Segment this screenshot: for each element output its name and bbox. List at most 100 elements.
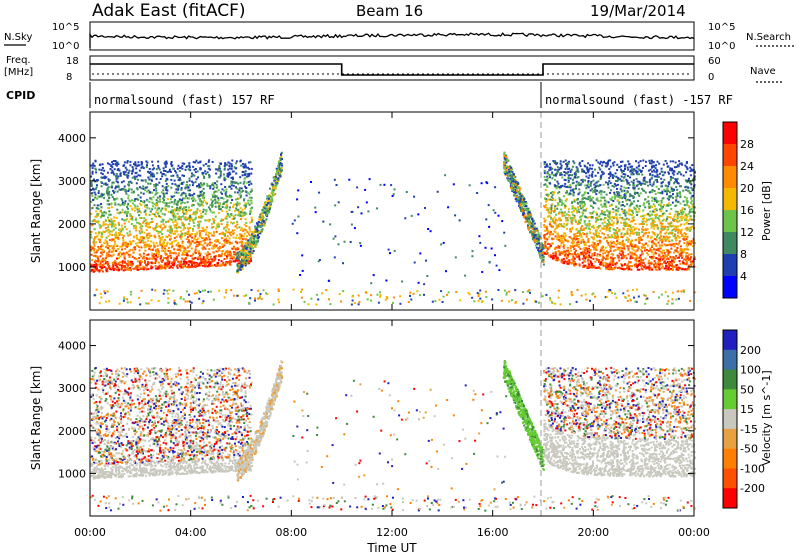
- echo-cell: [597, 235, 600, 237]
- echo-cell: [690, 218, 693, 221]
- echo-cell: [226, 223, 229, 226]
- echo-cell: [117, 181, 119, 184]
- echo-cell: [176, 204, 179, 206]
- echo-cell: [107, 262, 110, 265]
- echo-cell: [176, 206, 178, 209]
- echo-cell: [111, 196, 114, 199]
- echo-cell: [209, 241, 212, 244]
- echo-cell: [162, 220, 165, 223]
- echo-cell: [676, 256, 679, 259]
- echo-cell: [651, 213, 653, 216]
- echo-cell: [612, 249, 615, 252]
- echo-cell: [182, 209, 185, 212]
- echo-cell: [141, 225, 144, 228]
- echo-cell: [221, 192, 223, 195]
- echo-cell: [633, 200, 636, 203]
- echo-cell: [655, 268, 658, 271]
- echo-cell: [117, 203, 120, 206]
- echo-cell: [228, 167, 231, 170]
- echo-cell: [228, 261, 231, 264]
- echo-cell: [523, 202, 526, 205]
- echo-cell: [503, 162, 506, 165]
- echo-cell: [249, 239, 252, 242]
- echo-cell: [193, 261, 196, 264]
- echo-cell: [90, 181, 93, 184]
- echo-cell: [98, 269, 101, 272]
- echo-cell: [652, 197, 655, 200]
- echo-cell: [236, 242, 239, 245]
- echo-cell: [232, 247, 235, 250]
- echo-cell: [246, 261, 249, 264]
- echo-cell: [244, 264, 247, 267]
- echo-cell: [150, 221, 153, 224]
- echo-cell: [92, 241, 95, 244]
- echo-cell: [156, 200, 159, 203]
- echo-cell: [184, 248, 187, 251]
- echo-cell: [166, 243, 169, 246]
- echo-cell: [167, 185, 170, 188]
- echo-cell: [226, 203, 229, 206]
- echo-cell: [248, 234, 251, 237]
- echo-cell: [637, 168, 640, 171]
- echo-cell: [629, 213, 632, 216]
- echo-cell: [139, 211, 142, 214]
- echo-cell: [609, 205, 611, 207]
- echo-cell: [178, 166, 181, 169]
- echo-cell: [131, 255, 134, 258]
- echo-cell: [196, 264, 199, 267]
- echo-cell: [209, 261, 212, 263]
- echo-cell: [585, 187, 588, 190]
- echo-cell: [162, 246, 165, 249]
- echo-cell: [251, 244, 253, 247]
- echo-cell: [227, 172, 230, 175]
- echo-cell: [690, 196, 693, 199]
- echo-cell: [623, 186, 626, 189]
- echo-cell: [134, 163, 137, 166]
- echo-cell: [157, 212, 160, 215]
- echo-cell: [240, 259, 243, 262]
- echo-cell: [543, 220, 546, 223]
- echo-cell: [137, 178, 140, 181]
- echo-cell: [419, 252, 422, 255]
- echo-cell: [216, 250, 219, 253]
- echo-cell: [90, 253, 93, 256]
- echo-cell: [679, 232, 682, 235]
- echo-cell: [611, 263, 614, 266]
- nsearch-tick-top: 10^5: [708, 22, 735, 33]
- echo-cell: [506, 165, 509, 168]
- echo-cell: [578, 235, 581, 238]
- echo-cell: [157, 266, 160, 269]
- echo-cell: [236, 191, 239, 194]
- echo-cell: [249, 230, 252, 233]
- echo-cell: [142, 167, 145, 170]
- echo-cell: [211, 161, 214, 163]
- echo-cell: [163, 195, 166, 198]
- echo-cell: [206, 183, 209, 185]
- echo-cell: [158, 235, 161, 238]
- echo-cell: [252, 241, 255, 243]
- echo-cell: [569, 236, 572, 239]
- echo-cell: [256, 226, 259, 229]
- echo-cell: [565, 219, 568, 222]
- echo-cell: [641, 187, 644, 190]
- echo-cell: [170, 246, 173, 249]
- echo-cell: [99, 263, 102, 266]
- echo-cell: [616, 232, 618, 235]
- echo-cell: [280, 167, 283, 169]
- echo-cell: [567, 176, 570, 179]
- echo-cell: [194, 218, 197, 221]
- echo-cell: [651, 184, 654, 187]
- echo-cell: [250, 220, 253, 223]
- echo-cell: [662, 173, 665, 176]
- echo-cell: [229, 196, 232, 199]
- echo-cell: [666, 193, 668, 196]
- echo-cell: [164, 174, 167, 177]
- echo-cell: [197, 241, 200, 244]
- echo-cell: [244, 204, 247, 207]
- echo-cell: [112, 160, 115, 162]
- echo-cell: [216, 201, 219, 204]
- echo-cell: [122, 252, 125, 255]
- echo-cell: [202, 194, 205, 197]
- echo-cell: [111, 221, 114, 224]
- echo-cell: [194, 256, 197, 259]
